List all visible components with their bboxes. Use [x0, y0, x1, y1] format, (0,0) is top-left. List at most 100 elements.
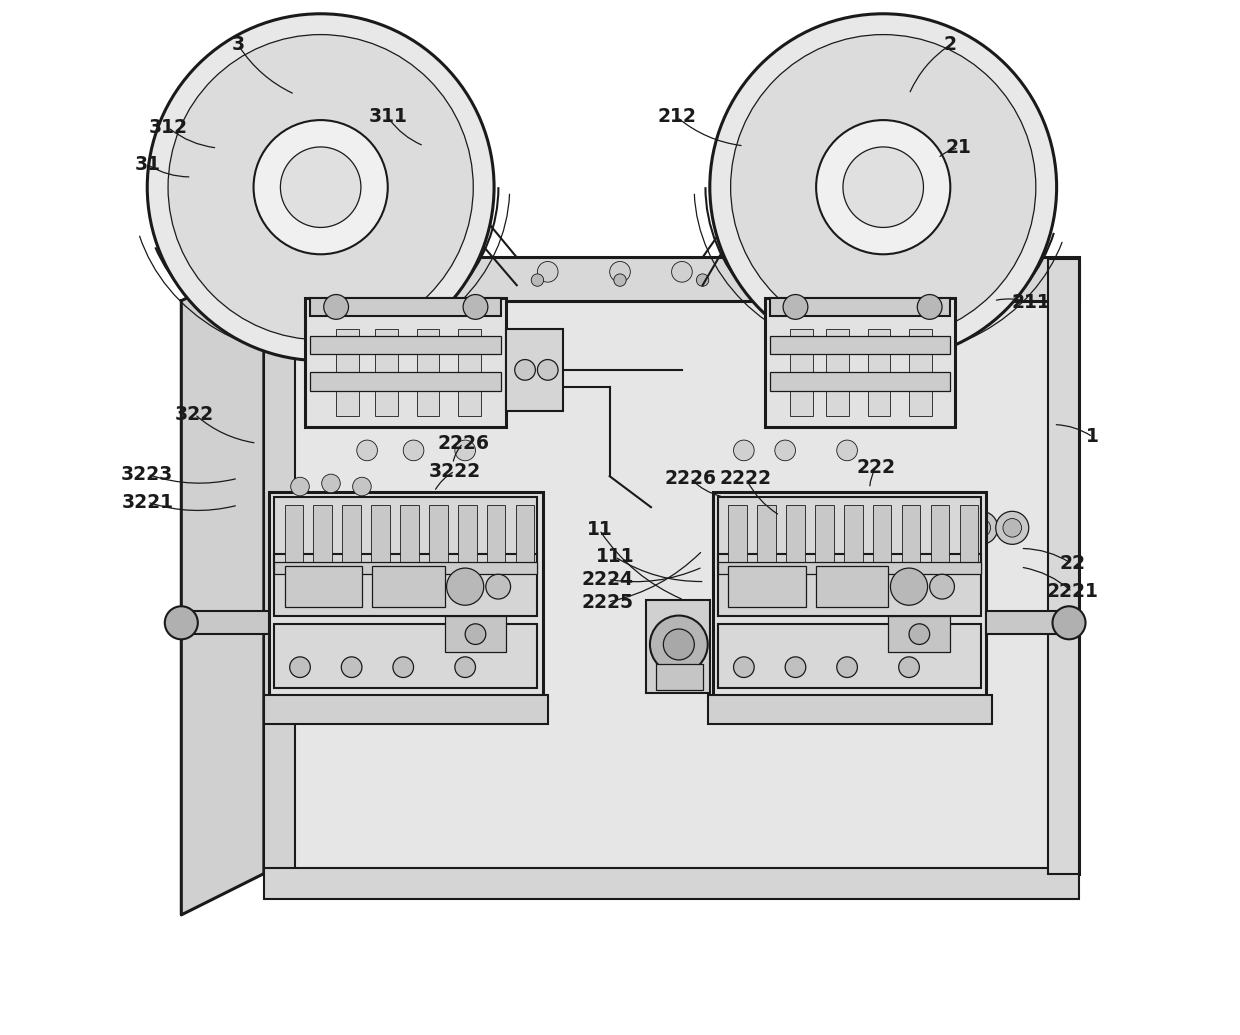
Text: 222: 222 — [857, 459, 895, 477]
Text: 312: 312 — [149, 118, 187, 137]
Circle shape — [816, 120, 950, 255]
Circle shape — [537, 262, 558, 283]
Bar — [444, 616, 506, 652]
Circle shape — [290, 477, 309, 496]
Circle shape — [403, 440, 424, 461]
Bar — [770, 335, 950, 354]
Circle shape — [930, 574, 955, 599]
Bar — [873, 505, 892, 562]
Bar — [310, 372, 501, 390]
Text: 2226: 2226 — [438, 434, 489, 452]
Circle shape — [775, 507, 796, 528]
Text: 2: 2 — [944, 35, 957, 54]
Bar — [815, 505, 833, 562]
Text: 11: 11 — [587, 521, 613, 539]
Bar — [790, 328, 813, 416]
Circle shape — [455, 440, 475, 461]
Bar — [931, 505, 950, 562]
Bar — [728, 566, 806, 608]
Bar — [284, 505, 303, 562]
Circle shape — [352, 477, 371, 496]
Circle shape — [324, 295, 348, 320]
Bar — [718, 624, 981, 688]
Bar — [646, 600, 709, 693]
Bar — [960, 505, 978, 562]
Bar — [284, 566, 362, 608]
Bar — [516, 505, 534, 562]
Bar — [458, 328, 481, 416]
Circle shape — [965, 511, 998, 544]
Circle shape — [449, 274, 461, 287]
Circle shape — [650, 616, 708, 674]
Bar — [708, 696, 992, 723]
Circle shape — [446, 568, 484, 605]
Bar — [718, 562, 981, 574]
Circle shape — [1003, 519, 1022, 537]
Bar — [264, 260, 1079, 874]
Bar — [264, 696, 548, 723]
Text: 3: 3 — [232, 35, 244, 54]
Circle shape — [253, 120, 388, 255]
Circle shape — [697, 274, 709, 287]
Text: 2224: 2224 — [582, 570, 634, 589]
Bar — [264, 260, 295, 874]
Text: 2221: 2221 — [1047, 583, 1099, 601]
Bar — [718, 554, 981, 616]
Text: 111: 111 — [595, 548, 634, 566]
Bar — [758, 505, 776, 562]
Bar — [458, 505, 476, 562]
Bar — [901, 505, 920, 562]
Circle shape — [315, 511, 347, 544]
Text: 2225: 2225 — [582, 593, 634, 612]
Bar — [713, 492, 987, 699]
Bar — [770, 298, 950, 317]
Bar — [728, 505, 746, 562]
Bar — [487, 505, 506, 562]
Bar — [656, 664, 703, 690]
Circle shape — [837, 507, 857, 528]
Bar — [506, 328, 563, 411]
Circle shape — [398, 580, 419, 600]
Circle shape — [537, 359, 558, 380]
Text: 31: 31 — [134, 155, 160, 174]
Bar — [274, 562, 537, 574]
Text: 22: 22 — [1059, 555, 1085, 573]
Text: 3223: 3223 — [122, 465, 174, 483]
Bar — [274, 554, 537, 616]
Circle shape — [890, 568, 928, 605]
Circle shape — [515, 359, 536, 380]
Text: 322: 322 — [175, 405, 215, 423]
Bar — [909, 328, 931, 416]
Text: 2226: 2226 — [665, 469, 717, 487]
Circle shape — [362, 507, 383, 528]
Circle shape — [341, 657, 362, 678]
Circle shape — [730, 34, 1035, 339]
Text: 211: 211 — [1012, 293, 1050, 313]
Bar — [786, 505, 805, 562]
Bar — [264, 258, 1079, 301]
Bar — [264, 868, 1079, 899]
Bar — [269, 492, 543, 699]
Circle shape — [463, 295, 487, 320]
Circle shape — [972, 519, 991, 537]
Bar — [305, 298, 506, 426]
Text: 3222: 3222 — [429, 462, 481, 480]
Bar — [310, 298, 501, 317]
Circle shape — [837, 580, 857, 600]
Text: 311: 311 — [368, 108, 407, 126]
Bar — [342, 505, 361, 562]
Circle shape — [165, 607, 198, 640]
Circle shape — [734, 580, 754, 600]
Circle shape — [734, 440, 754, 461]
Text: 3221: 3221 — [122, 493, 174, 511]
Circle shape — [290, 657, 310, 678]
Circle shape — [356, 511, 389, 544]
Circle shape — [843, 147, 924, 228]
Circle shape — [909, 624, 930, 645]
Circle shape — [837, 657, 857, 678]
Circle shape — [775, 440, 796, 461]
Circle shape — [709, 13, 1056, 360]
Bar — [371, 505, 389, 562]
Bar — [376, 328, 398, 416]
Circle shape — [899, 657, 919, 678]
